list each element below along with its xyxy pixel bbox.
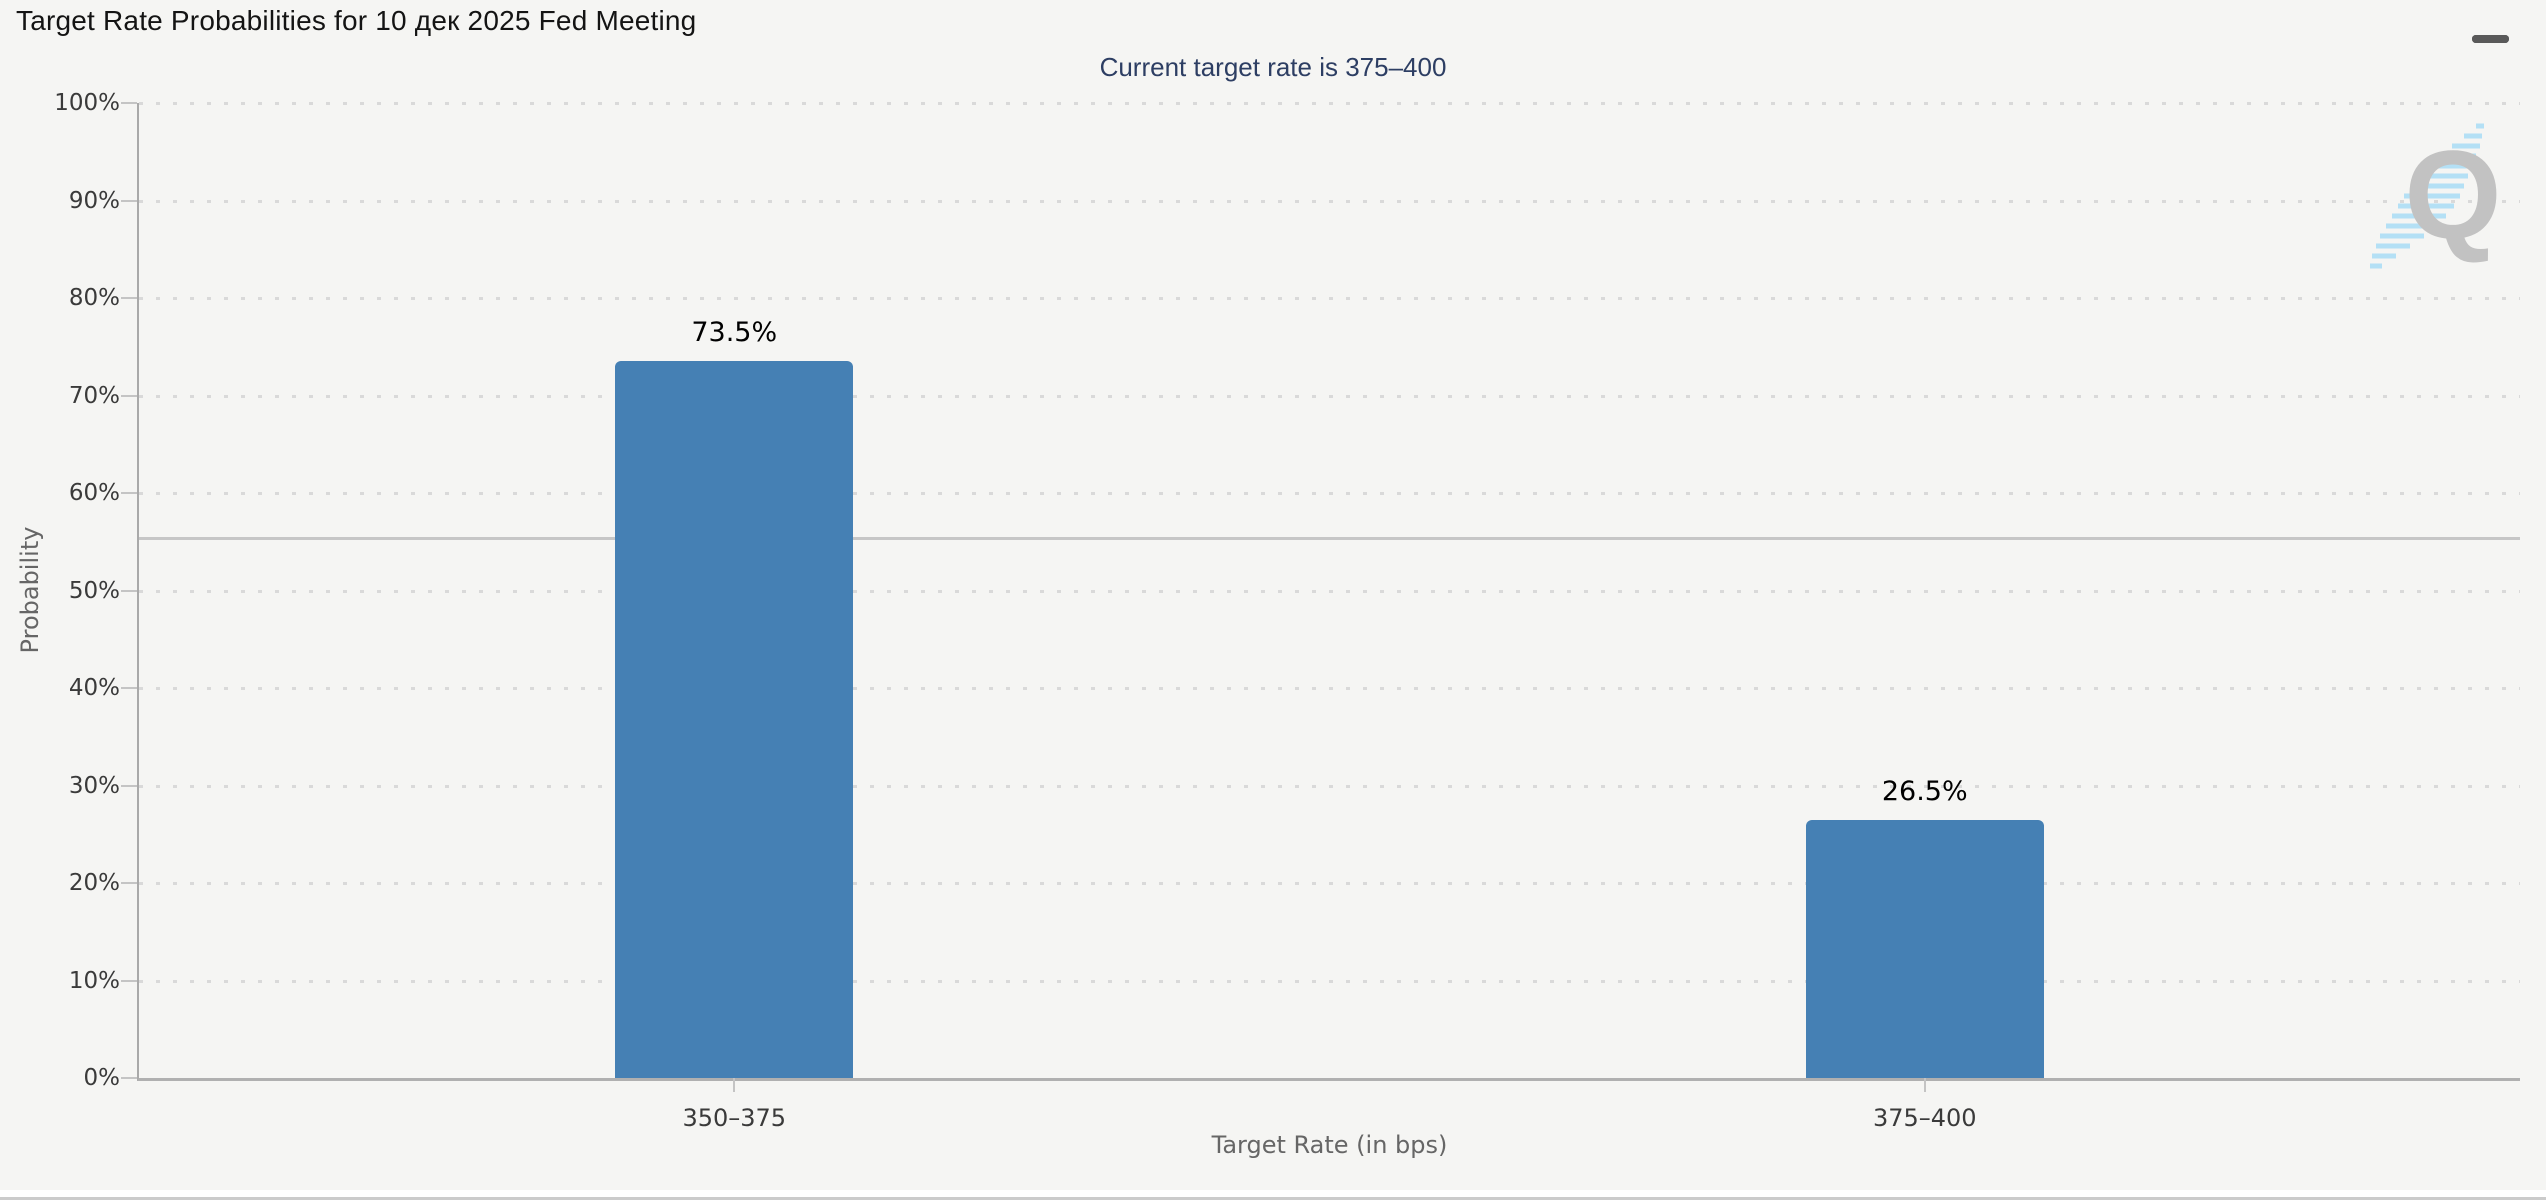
y-tick-mark [121, 590, 137, 592]
y-tick-mark [121, 492, 137, 494]
chart-title: Target Rate Probabilities for 10 дек 202… [16, 5, 696, 37]
y-tick-label: 50% [69, 578, 120, 604]
y-tick-mark [121, 980, 137, 982]
x-category-label: 350–375 [604, 1103, 864, 1133]
y-tick-label: 0% [84, 1065, 121, 1091]
y-tick-mark [121, 687, 137, 689]
bar-value-label: 26.5% [1795, 776, 2055, 807]
reference-line [139, 537, 2520, 540]
plot-area: 73.5%26.5% 350–375375–400 Target Rate (i… [137, 103, 2520, 1081]
gridline [139, 882, 2520, 885]
fedwatch-chart-panel: Target Rate Probabilities for 10 дек 202… [0, 0, 2546, 1204]
bar-value-label: 73.5% [604, 317, 864, 348]
gridline [139, 980, 2520, 983]
gridline [139, 102, 2520, 105]
x-tick-mark [1924, 1078, 1926, 1092]
y-tick-label: 100% [54, 90, 120, 116]
gridline [139, 687, 2520, 690]
gridline [139, 590, 2520, 593]
y-tick-label: 60% [69, 480, 120, 506]
bar[interactable] [615, 361, 853, 1078]
gridline [139, 492, 2520, 495]
y-tick-label: 90% [69, 188, 120, 214]
y-tick-label: 80% [69, 285, 120, 311]
y-tick-label: 10% [69, 968, 120, 994]
y-tick-mark [121, 395, 137, 397]
x-axis-title: Target Rate (in bps) [139, 1131, 2520, 1159]
y-tick-label: 70% [69, 383, 120, 409]
gridline [139, 200, 2520, 203]
gridline [139, 785, 2520, 788]
bar[interactable] [1806, 820, 2044, 1078]
y-tick-mark [121, 785, 137, 787]
y-tick-label: 40% [69, 675, 120, 701]
y-tick-label: 30% [69, 773, 120, 799]
x-category-label: 375–400 [1795, 1103, 2055, 1133]
y-tick-label: 20% [69, 870, 120, 896]
gridline [139, 297, 2520, 300]
y-tick-mark [121, 200, 137, 202]
gridline [139, 395, 2520, 398]
y-axis-labels-layer: 0%10%20%30%40%50%60%70%80%90%100% [0, 103, 120, 1078]
y-tick-mark [121, 297, 137, 299]
x-tick-mark [733, 1078, 735, 1092]
y-tick-mark [121, 882, 137, 884]
y-tick-mark [121, 1077, 137, 1079]
menu-button[interactable] [2472, 14, 2510, 46]
chart-subtitle: Current target rate is 375–400 [0, 52, 2546, 83]
bottom-divider [0, 1197, 2546, 1200]
y-tick-mark [121, 102, 137, 104]
